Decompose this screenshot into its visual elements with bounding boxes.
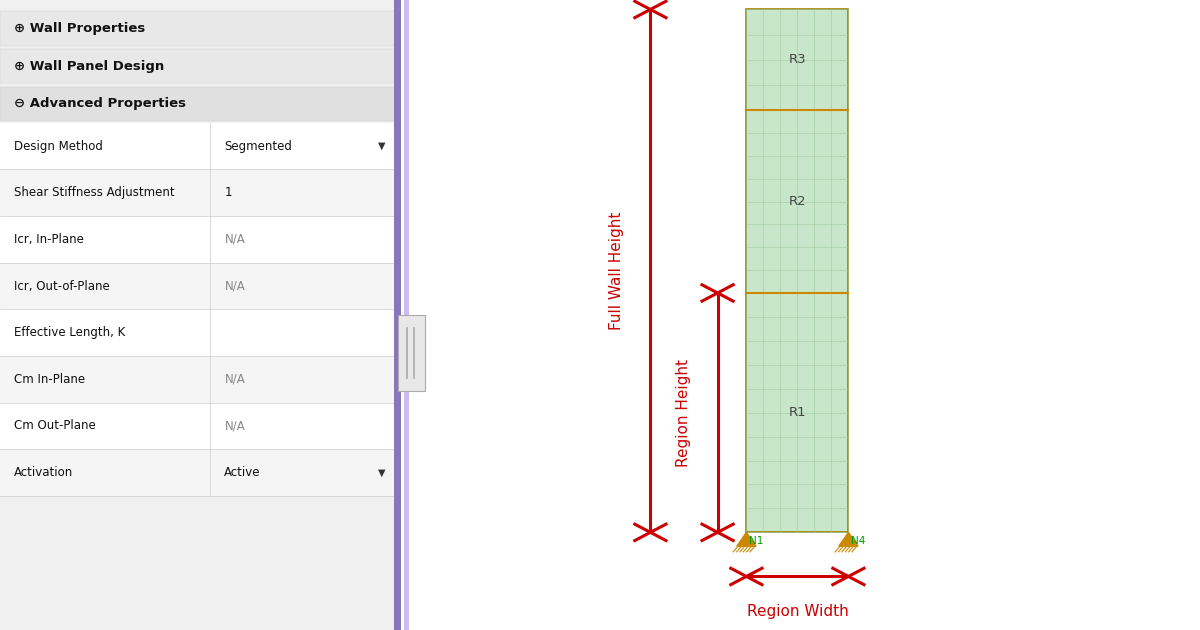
Bar bbox=[0, 263, 396, 309]
Bar bbox=[398, 315, 425, 391]
Text: Region Width: Region Width bbox=[746, 604, 848, 619]
Bar bbox=[0, 449, 396, 496]
Bar bbox=[0, 309, 396, 356]
Text: Icr, In-Plane: Icr, In-Plane bbox=[14, 233, 84, 246]
Bar bbox=[404, 0, 409, 630]
Text: N1: N1 bbox=[749, 536, 763, 546]
Text: Icr, Out-of-Plane: Icr, Out-of-Plane bbox=[14, 280, 110, 292]
Bar bbox=[0, 216, 396, 263]
Text: N4: N4 bbox=[851, 536, 865, 546]
Text: ⊖ Advanced Properties: ⊖ Advanced Properties bbox=[14, 98, 186, 110]
Bar bbox=[0, 86, 396, 121]
Text: ⊕ Wall Properties: ⊕ Wall Properties bbox=[14, 22, 145, 35]
Text: R2: R2 bbox=[788, 195, 806, 208]
Text: Shear Stiffness Adjustment: Shear Stiffness Adjustment bbox=[14, 186, 175, 199]
Bar bbox=[0, 356, 396, 403]
Text: Cm In-Plane: Cm In-Plane bbox=[14, 373, 85, 386]
Text: Active: Active bbox=[224, 466, 260, 479]
Text: ▼: ▼ bbox=[378, 467, 385, 478]
Bar bbox=[746, 9, 848, 110]
Bar bbox=[394, 0, 401, 630]
Polygon shape bbox=[839, 532, 858, 546]
Text: Design Method: Design Method bbox=[14, 140, 103, 152]
Text: Region Height: Region Height bbox=[677, 358, 691, 467]
Bar bbox=[0, 49, 396, 84]
Bar bbox=[0, 169, 396, 216]
Polygon shape bbox=[737, 532, 756, 546]
Bar bbox=[0, 11, 396, 45]
Text: N/A: N/A bbox=[224, 373, 245, 386]
Text: Full Wall Height: Full Wall Height bbox=[610, 212, 624, 330]
Text: Activation: Activation bbox=[14, 466, 73, 479]
Bar bbox=[0, 403, 396, 449]
Text: N/A: N/A bbox=[224, 233, 245, 246]
Bar bbox=[0, 0, 396, 630]
Text: Effective Length, K: Effective Length, K bbox=[14, 326, 126, 339]
Text: 1: 1 bbox=[224, 186, 232, 199]
Text: N/A: N/A bbox=[224, 420, 245, 432]
Text: ▼: ▼ bbox=[378, 141, 385, 151]
Text: ⊕ Wall Panel Design: ⊕ Wall Panel Design bbox=[14, 60, 164, 72]
Text: Segmented: Segmented bbox=[224, 140, 293, 152]
Bar bbox=[746, 293, 848, 532]
Text: Cm Out-Plane: Cm Out-Plane bbox=[14, 420, 96, 432]
Text: N/A: N/A bbox=[224, 280, 245, 292]
Bar bbox=[746, 110, 848, 293]
Text: R3: R3 bbox=[788, 54, 806, 66]
Text: R1: R1 bbox=[788, 406, 806, 419]
Bar bbox=[0, 123, 396, 169]
